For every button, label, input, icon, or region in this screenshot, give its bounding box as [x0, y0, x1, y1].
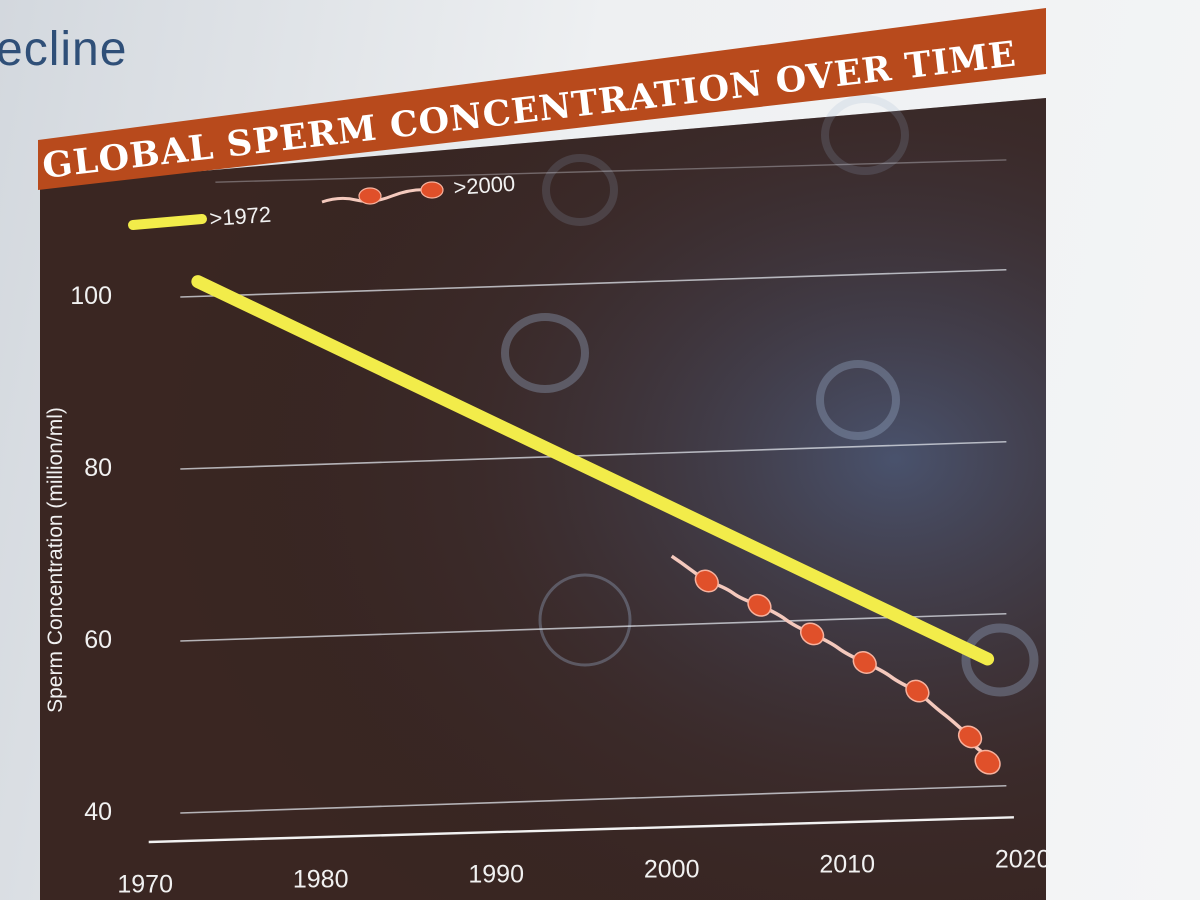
y-tick-label: 80	[84, 454, 112, 482]
series-marker	[852, 651, 877, 674]
cell-ring	[538, 573, 632, 667]
x-tick-label: 2020	[995, 845, 1051, 873]
x-axis-line	[148, 816, 1014, 844]
series-marker	[974, 749, 1001, 775]
cell-ring	[821, 95, 909, 175]
legend-label-pre1972: >1972	[209, 202, 272, 231]
y-axis-title: Sperm Concentration (million/ml)	[44, 407, 67, 713]
legend: >1972 >2000	[128, 171, 516, 231]
x-tick-label: 1970	[117, 870, 173, 898]
legend-swatch-pre1972	[128, 214, 207, 230]
series-marker	[957, 725, 983, 749]
axes: 100 80 60 40 1970 1980 1990 2000 2010 2020	[70, 282, 1050, 898]
grid-lines	[180, 159, 1007, 814]
x-tick-label: 2010	[819, 850, 875, 878]
grid-line	[215, 159, 1007, 183]
series-line-pre1972	[191, 275, 995, 666]
legend-swatch-post2000-head	[420, 181, 444, 199]
legend-swatch-post2000-head	[358, 187, 382, 205]
grid-line	[180, 440, 1007, 470]
cell-ring	[501, 313, 589, 393]
series-marker	[747, 593, 772, 617]
title-banner	[38, 8, 1046, 190]
grid-line	[180, 784, 1007, 814]
grid-line	[180, 268, 1007, 298]
series-marker	[905, 679, 930, 703]
cell-ring	[542, 154, 618, 226]
legend-label-post2000: >2000	[453, 171, 516, 200]
x-tick-label: 2000	[644, 855, 700, 883]
y-tick-label: 60	[84, 626, 112, 654]
series	[191, 275, 1001, 775]
y-tick-label: 40	[84, 798, 112, 826]
series-marker	[694, 569, 719, 593]
plot-glow	[40, 98, 1046, 900]
decorative-cells	[501, 95, 1039, 697]
cell-ring	[816, 360, 900, 440]
slide-title: ecline	[0, 23, 128, 76]
series-marker	[799, 622, 825, 646]
x-tick-label: 1990	[468, 860, 524, 888]
x-tick-label: 1980	[293, 865, 349, 893]
y-tick-label: 100	[70, 282, 112, 310]
cell-ring	[961, 623, 1039, 697]
grid-line	[180, 612, 1007, 642]
